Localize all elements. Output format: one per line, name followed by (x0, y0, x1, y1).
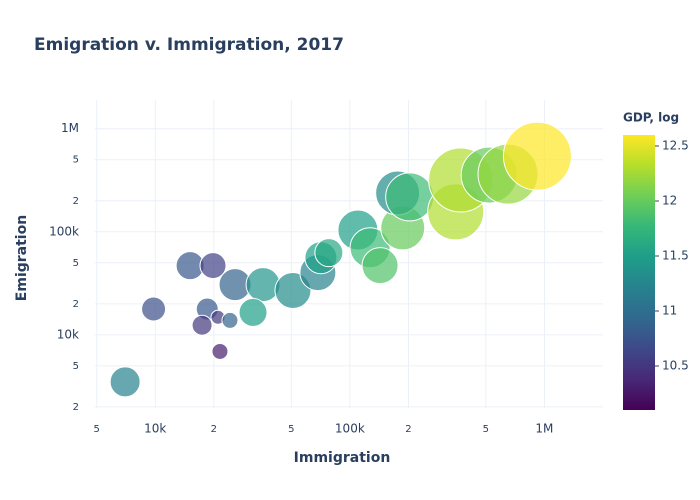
y-tick-label: 1M (61, 121, 79, 135)
colorbar (623, 135, 655, 410)
y-tick-label: 10k (57, 327, 79, 341)
bubble (361, 247, 399, 285)
y-tick-label: 100k (49, 224, 79, 238)
y-tick-label: 2 (73, 402, 79, 413)
y-tick-label: 5 (73, 258, 79, 269)
bubble (191, 314, 213, 336)
colorbar-tick-label: 12.5 (662, 139, 689, 153)
colorbar-tick-label: 10.5 (662, 359, 689, 373)
bubble (109, 366, 141, 398)
colorbar-title: GDP, log (623, 111, 679, 125)
bubble (238, 297, 268, 327)
y-tick-label: 5 (73, 155, 79, 166)
colorbar-tick-label: 11 (662, 304, 677, 318)
x-axis-title: Immigration (294, 450, 391, 466)
bubble (221, 311, 239, 329)
bubble (141, 296, 167, 322)
x-tick-label: 5 (483, 424, 489, 435)
bubble (314, 238, 344, 268)
colorbar-tick-label: 12 (662, 194, 677, 208)
y-tick-label: 2 (73, 299, 79, 310)
y-axis-title: Emigration (14, 215, 30, 301)
y-tick-label: 2 (73, 196, 79, 207)
x-tick-label: 2 (211, 424, 217, 435)
y-tick-label: 5 (73, 361, 79, 372)
bubble (385, 172, 435, 222)
x-tick-label: 5 (288, 424, 294, 435)
x-tick-label: 5 (94, 424, 100, 435)
bubble (502, 121, 572, 191)
x-tick-label: 1M (535, 422, 553, 436)
bubble (199, 252, 227, 280)
x-tick-label: 100k (335, 422, 365, 436)
chart-title: Emigration v. Immigration, 2017 (34, 35, 344, 55)
bubble (211, 342, 229, 360)
colorbar-tick-label: 11.5 (662, 249, 689, 263)
x-tick-label: 10k (144, 422, 166, 436)
bubble (245, 267, 281, 303)
x-tick-label: 2 (405, 424, 411, 435)
